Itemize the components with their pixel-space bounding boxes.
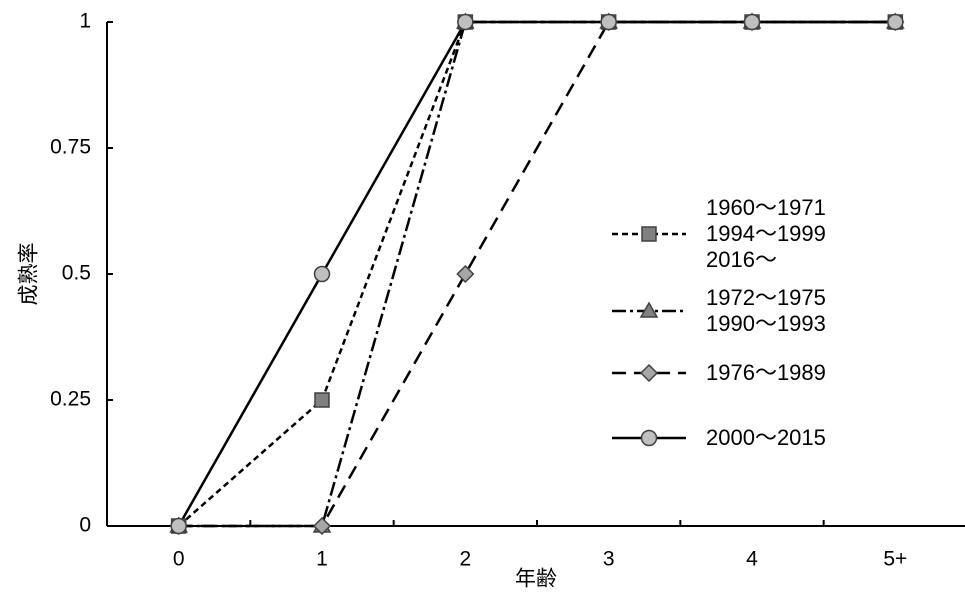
legend-item: 2000～2015 <box>610 425 826 451</box>
legend-swatch <box>612 301 686 318</box>
marker <box>170 517 187 535</box>
legend-swatch <box>612 226 686 242</box>
legend-label: 2000～2015 <box>706 425 826 450</box>
y-tick-label: 0 <box>79 514 91 537</box>
legend-item: 1972～1975 1990～1993 <box>610 285 826 337</box>
y-tick-label: 1 <box>79 10 91 33</box>
y-tick-label: 0.25 <box>50 388 91 411</box>
x-tick-label: 4 <box>746 548 758 571</box>
marker <box>641 226 657 242</box>
x-axis-title: 年齢 <box>515 568 557 591</box>
marker <box>456 264 475 284</box>
legend-swatch <box>612 363 686 383</box>
marker <box>600 13 617 31</box>
x-tick-label: 0 <box>173 548 185 571</box>
y-tick-label: 0.75 <box>50 136 91 159</box>
x-tick-label: 2 <box>459 548 471 571</box>
legend-label: 1972～1975 1990～1993 <box>706 285 826 336</box>
legend-item: 1976～1989 <box>610 360 826 386</box>
x-tick-label: 1 <box>316 548 328 571</box>
marker <box>887 13 904 31</box>
x-tick-label: 5+ <box>883 548 907 571</box>
y-tick-label: 0.5 <box>62 262 91 285</box>
marker <box>457 13 474 31</box>
legend-label: 1976～1989 <box>706 360 826 385</box>
marker <box>640 429 658 447</box>
series-line <box>177 20 896 527</box>
marker <box>313 265 331 283</box>
legend-item: 1960～1971 1994～1999 2016～ <box>610 195 826 273</box>
marker <box>639 363 659 383</box>
marker <box>314 392 330 408</box>
legend-label: 1960～1971 1994～1999 2016～ <box>706 195 826 272</box>
marker <box>639 301 659 318</box>
x-tick-label: 3 <box>603 548 615 571</box>
marker <box>743 13 761 31</box>
legend-swatch <box>612 429 686 447</box>
y-axis-title: 成熟率 <box>18 243 41 306</box>
marker <box>312 516 332 536</box>
